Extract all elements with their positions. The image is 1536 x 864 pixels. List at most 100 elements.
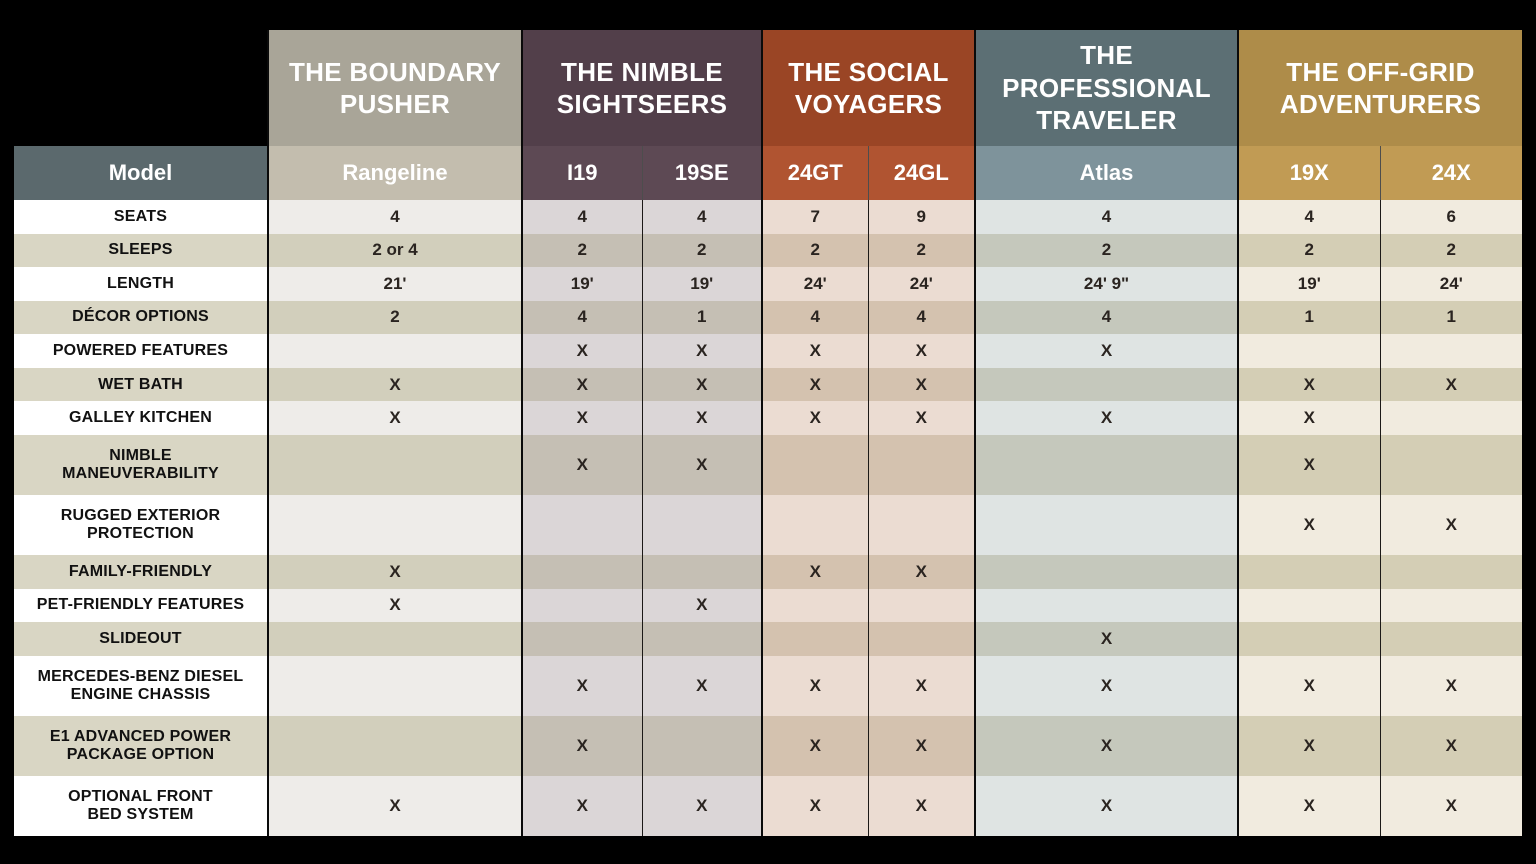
spec-cell: X — [1379, 367, 1523, 402]
spec-cell: X — [761, 401, 868, 435]
spec-cell: X — [1237, 401, 1381, 435]
spec-cell — [761, 434, 868, 495]
spec-cell — [867, 434, 976, 495]
spec-cell: 6 — [1379, 200, 1523, 234]
spec-cell: 4 — [521, 300, 642, 335]
corner-spacer — [14, 30, 268, 146]
spec-cell: 2 — [521, 233, 642, 268]
spec-cell: X — [521, 775, 642, 836]
spec-cell: X — [867, 775, 976, 836]
spec-cell: X — [521, 715, 642, 776]
spec-cell: X — [867, 401, 976, 435]
row-label: SEATS — [14, 200, 268, 234]
spec-cell: X — [267, 554, 522, 589]
row-label: E1 ADVANCED POWER PACKAGE OPTION — [14, 715, 268, 776]
spec-cell — [761, 622, 868, 656]
spec-cell: X — [974, 775, 1239, 836]
spec-cell — [267, 622, 522, 656]
model-header-2-1: 24GL — [867, 146, 976, 200]
spec-cell — [267, 655, 522, 716]
row-label: GALLEY KITCHEN — [14, 401, 268, 435]
spec-cell: X — [521, 401, 642, 435]
spec-cell: 9 — [867, 200, 976, 234]
spec-cell: X — [1379, 655, 1523, 716]
spec-cell: 4 — [974, 200, 1239, 234]
spec-cell: 4 — [1237, 200, 1381, 234]
spec-cell: 24' — [1379, 267, 1523, 301]
spec-cell — [761, 588, 868, 623]
row-label: WET BATH — [14, 367, 268, 402]
spec-cell: X — [974, 622, 1239, 656]
spec-table: THE BOUNDARY PUSHER THE NIMBLE SIGHTSEERS… — [14, 30, 1523, 836]
spec-cell: X — [521, 655, 642, 716]
spec-cell: 19' — [1237, 267, 1381, 301]
row-label: SLIDEOUT — [14, 622, 268, 656]
group-header-2: THE SOCIAL VOYAGERS — [760, 30, 976, 146]
spec-cell — [641, 554, 762, 589]
spec-cell: X — [521, 334, 642, 368]
spec-cell — [974, 434, 1239, 495]
spec-cell: 24' — [761, 267, 868, 301]
spec-cell — [974, 554, 1239, 589]
spec-cell — [974, 494, 1239, 555]
spec-cell: X — [1237, 367, 1381, 402]
spec-cell: 1 — [1379, 300, 1523, 335]
spec-cell: X — [1237, 434, 1381, 495]
spec-cell — [267, 715, 522, 776]
spec-cell — [1237, 554, 1381, 589]
spec-cell — [1379, 401, 1523, 435]
spec-cell: 2 — [1379, 233, 1523, 268]
spec-cell: 24' 9" — [974, 267, 1239, 301]
row-label: LENGTH — [14, 267, 268, 301]
spec-cell — [1379, 554, 1523, 589]
spec-cell — [1379, 334, 1523, 368]
spec-cell: X — [267, 367, 522, 402]
spec-cell: 4 — [867, 300, 976, 335]
spec-cell: 2 — [641, 233, 762, 268]
model-header-3-0: Atlas — [974, 146, 1239, 200]
spec-cell — [867, 622, 976, 656]
spec-cell: X — [974, 401, 1239, 435]
spec-cell: X — [267, 401, 522, 435]
row-label: DÉCOR OPTIONS — [14, 300, 268, 335]
spec-cell: 24' — [867, 267, 976, 301]
spec-cell: X — [641, 434, 762, 495]
spec-cell: X — [761, 367, 868, 402]
spec-cell: 4 — [974, 300, 1239, 335]
spec-cell: X — [641, 367, 762, 402]
spec-cell: X — [761, 655, 868, 716]
spec-cell — [1237, 588, 1381, 623]
row-label: NIMBLE MANEUVERABILITY — [14, 434, 268, 495]
spec-cell: 2 or 4 — [267, 233, 522, 268]
model-header-0-0: Rangeline — [267, 146, 522, 200]
spec-cell: X — [1237, 715, 1381, 776]
spec-cell: X — [1237, 775, 1381, 836]
spec-cell: X — [1237, 494, 1381, 555]
spec-cell: X — [761, 715, 868, 776]
spec-cell: X — [974, 334, 1239, 368]
spec-cell: 2 — [1237, 233, 1381, 268]
group-header-3: THE PROFESSIONAL TRAVELER — [974, 30, 1239, 146]
spec-cell: 2 — [974, 233, 1239, 268]
model-column-header: Model — [14, 146, 268, 200]
spec-cell: X — [867, 715, 976, 776]
spec-cell: 2 — [867, 233, 976, 268]
spec-cell: X — [267, 588, 522, 623]
spec-cell: X — [641, 775, 762, 836]
row-label: OPTIONAL FRONT BED SYSTEM — [14, 775, 268, 836]
spec-cell: X — [1237, 655, 1381, 716]
spec-cell: X — [267, 775, 522, 836]
spec-cell — [1379, 434, 1523, 495]
spec-cell: X — [974, 655, 1239, 716]
spec-cell: 19' — [641, 267, 762, 301]
spec-cell: 4 — [761, 300, 868, 335]
spec-cell: 2 — [761, 233, 868, 268]
spec-cell: X — [641, 655, 762, 716]
spec-cell: X — [1379, 775, 1523, 836]
spec-cell — [761, 494, 868, 555]
spec-cell — [521, 588, 642, 623]
model-header-4-0: 19X — [1237, 146, 1381, 200]
row-label: MERCEDES-BENZ DIESEL ENGINE CHASSIS — [14, 655, 268, 716]
row-label: SLEEPS — [14, 233, 268, 268]
comparison-table-stage: THE BOUNDARY PUSHER THE NIMBLE SIGHTSEERS… — [14, 30, 1523, 836]
